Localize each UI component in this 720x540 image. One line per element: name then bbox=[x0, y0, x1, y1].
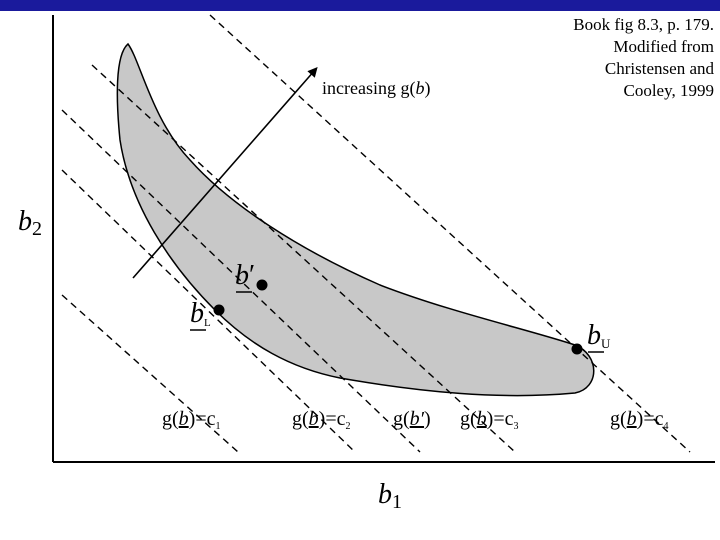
contour-line-c4 bbox=[209, 14, 691, 453]
point-b-upper bbox=[571, 343, 583, 355]
title-bar bbox=[0, 0, 720, 11]
contour-label-c3: g(b)=c3 bbox=[460, 408, 519, 432]
contour-label-c1: g(b)=c1 bbox=[162, 408, 221, 432]
contour-line-bprime bbox=[61, 109, 421, 453]
increasing-label: increasing g(b) bbox=[322, 78, 430, 99]
caption-line: Modified from bbox=[613, 37, 714, 56]
caption-line: Book fig 8.3, p. 179. bbox=[573, 15, 714, 34]
feasible-region bbox=[116, 42, 595, 397]
increasing-arrow bbox=[132, 66, 318, 279]
contour-lines bbox=[61, 14, 691, 453]
label-b-upper: bU bbox=[587, 320, 611, 351]
label-b-lower: bL bbox=[190, 298, 211, 329]
contour-label-c4: g(b)=c4 bbox=[610, 408, 669, 432]
point-b-lower bbox=[213, 304, 225, 316]
point-b-prime bbox=[256, 279, 268, 291]
y-axis-label: b2 bbox=[18, 206, 42, 240]
label-b-prime: b′ bbox=[235, 260, 255, 291]
axes bbox=[52, 15, 715, 463]
contour-label-c2: g(b)=c2 bbox=[292, 408, 351, 432]
figure-caption: Book fig 8.3, p. 179. Modified from Chri… bbox=[514, 14, 714, 102]
caption-line: Cooley, 1999 bbox=[623, 81, 714, 100]
caption-line: Christensen and bbox=[604, 59, 714, 78]
contour-line-c1 bbox=[61, 294, 239, 453]
x-axis-label: b1 bbox=[378, 479, 402, 513]
contour-line-c2 bbox=[61, 169, 356, 453]
contour-label-bprime: g(b′) bbox=[393, 408, 431, 430]
